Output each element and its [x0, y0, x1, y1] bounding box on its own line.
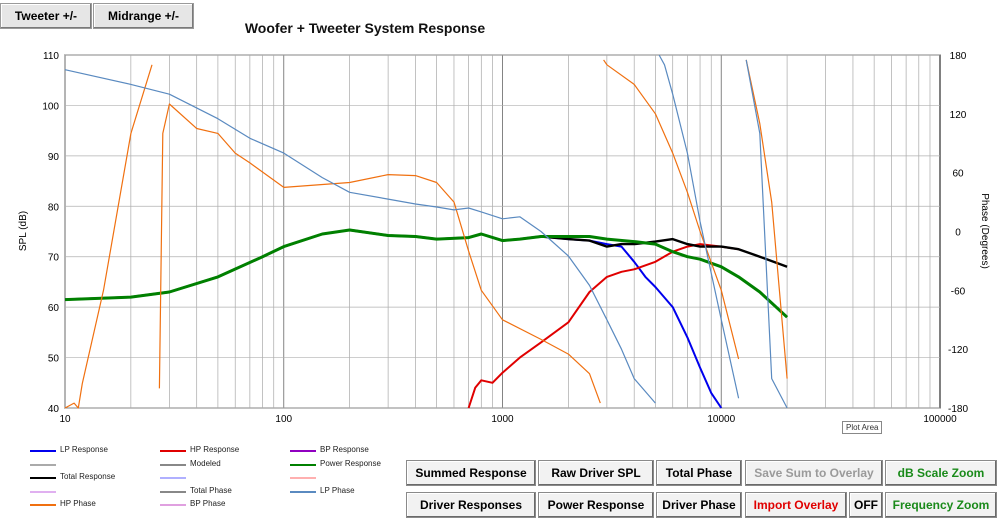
tick-labels: 10 100 1000 10000 100000 40 50 60 70 80 90 100 110 -1…	[42, 51, 968, 425]
legend-swatch	[30, 450, 56, 452]
grid-lines	[64, 54, 940, 409]
raw-driver-spl-button[interactable]: Raw Driver SPL	[538, 460, 654, 486]
y-tick-label: 100	[42, 101, 59, 112]
legend-swatch	[30, 504, 56, 506]
y-tick-label: 50	[48, 354, 60, 365]
frequency-zoom-button[interactable]: Frequency Zoom	[885, 492, 997, 518]
legend-label: BP Response	[320, 445, 369, 454]
summed-response-button[interactable]: Summed Response	[406, 460, 536, 486]
series-line-hp-response	[467, 243, 739, 409]
x-tick-label: 100	[275, 414, 292, 425]
y2-tick-label: -120	[948, 345, 968, 356]
legend-swatch	[30, 463, 56, 466]
plot-area-tooltip: Plot Area	[842, 421, 883, 434]
off-button[interactable]: OFF	[849, 492, 883, 518]
y2-tick-label: 0	[955, 228, 961, 239]
legend-swatch	[290, 477, 316, 479]
legend-label: Total Phase	[190, 485, 232, 495]
y-axis-label: SPL (dB)	[18, 211, 29, 251]
db-scale-zoom-button[interactable]: dB Scale Zoom	[885, 460, 997, 486]
legend-swatch	[160, 490, 186, 493]
series-line-lp-phase	[64, 54, 788, 409]
y-tick-label: 90	[48, 152, 60, 163]
y2-tick-label: -180	[948, 404, 968, 415]
legend-label: HP Response	[190, 445, 240, 454]
legend-label: HP Phase	[60, 499, 96, 508]
chart-title: Woofer + Tweeter System Response	[244, 20, 486, 36]
legend-label: Total Response	[60, 472, 116, 481]
x-tick-label: 100000	[923, 414, 957, 425]
import-overlay-button[interactable]: Import Overlay	[745, 492, 847, 518]
save-sum-overlay-button[interactable]: Save Sum to Overlay	[745, 460, 883, 486]
legend-label: Power Response	[320, 458, 381, 468]
series-line-power-response	[64, 228, 789, 319]
legend-swatch	[160, 504, 186, 506]
y2-tick-label: 60	[952, 169, 964, 180]
response-chart[interactable]: 10 100 1000 10000 100000 40 50 60 70 80 90 100 110 -1…	[0, 0, 1000, 440]
y-tick-label: 70	[48, 253, 60, 264]
y-tick-label: 80	[48, 202, 60, 213]
y2-tick-label: 120	[950, 110, 967, 121]
legend-swatch	[160, 450, 186, 452]
series-group	[64, 54, 789, 409]
legend-swatch	[30, 477, 56, 479]
driver-responses-button[interactable]: Driver Responses	[406, 492, 536, 518]
legend-label: LP Phase	[320, 485, 355, 495]
power-response-button[interactable]: Power Response	[538, 492, 654, 518]
y-tick-label: 110	[43, 51, 59, 62]
legend-swatch	[290, 490, 316, 493]
x-tick-label: 1000	[491, 414, 514, 425]
legend-label: BP Phase	[190, 499, 226, 508]
legend-swatch	[290, 463, 316, 466]
tab-midrange[interactable]: Midrange +/-	[93, 3, 194, 29]
legend-label: LP Response	[60, 445, 108, 454]
legend-swatch	[290, 450, 316, 452]
driver-phase-button[interactable]: Driver Phase	[656, 492, 742, 518]
legend-label: Modeled	[190, 458, 221, 468]
series-line-hp-phase	[64, 59, 788, 409]
legend-swatch	[160, 477, 186, 479]
legend-swatch	[30, 490, 56, 493]
x-tick-label: 10	[59, 414, 71, 425]
y2-tick-label: 180	[950, 51, 967, 62]
y2-tick-label: -60	[951, 286, 966, 297]
y-tick-label: 40	[48, 404, 60, 415]
total-phase-button[interactable]: Total Phase	[656, 460, 742, 486]
y-tick-label: 60	[48, 303, 60, 314]
x-tick-label: 10000	[707, 414, 735, 425]
legend-swatch	[160, 463, 186, 466]
y2-axis-label: Phase (Degrees)	[979, 193, 990, 269]
tab-tweeter[interactable]: Tweeter +/-	[0, 3, 92, 29]
